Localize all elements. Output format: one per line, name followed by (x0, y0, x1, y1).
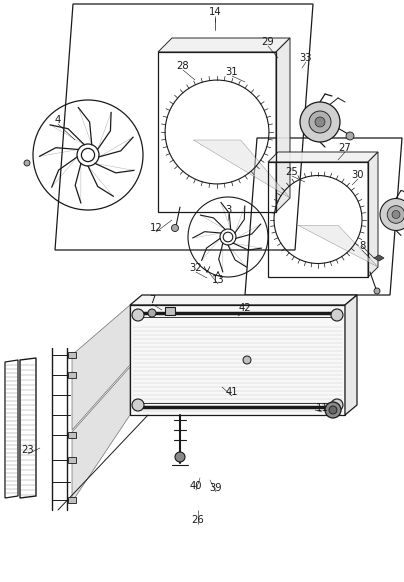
Circle shape (325, 402, 341, 418)
Text: 14: 14 (209, 7, 221, 17)
Circle shape (309, 111, 331, 133)
Circle shape (329, 406, 337, 414)
Text: 28: 28 (177, 61, 189, 71)
Polygon shape (268, 152, 378, 162)
Text: 25: 25 (286, 167, 299, 177)
Circle shape (243, 356, 251, 364)
Circle shape (374, 288, 380, 294)
Bar (68, 352, 76, 358)
Circle shape (132, 399, 144, 411)
Text: 3: 3 (225, 205, 231, 215)
Circle shape (132, 309, 144, 321)
Polygon shape (374, 255, 384, 261)
Text: 41: 41 (226, 387, 238, 397)
Text: 7: 7 (149, 295, 155, 305)
Text: 31: 31 (226, 67, 238, 77)
Circle shape (172, 225, 179, 232)
Polygon shape (194, 140, 290, 198)
Text: 4: 4 (55, 115, 61, 125)
Text: 30: 30 (352, 170, 364, 180)
Text: 12: 12 (149, 223, 162, 233)
Circle shape (24, 160, 30, 166)
Circle shape (81, 148, 95, 162)
Text: 26: 26 (191, 515, 204, 525)
Bar (68, 432, 76, 438)
Text: 32: 32 (190, 263, 202, 273)
Circle shape (300, 102, 340, 142)
Polygon shape (345, 295, 357, 415)
Circle shape (175, 452, 185, 462)
Text: 42: 42 (239, 303, 251, 313)
Circle shape (315, 117, 325, 127)
Text: 23: 23 (22, 445, 34, 455)
Circle shape (380, 198, 404, 230)
Circle shape (331, 399, 343, 411)
Polygon shape (130, 295, 357, 305)
Circle shape (387, 205, 404, 223)
Text: 29: 29 (262, 37, 274, 47)
Circle shape (331, 309, 343, 321)
Text: 39: 39 (210, 483, 222, 493)
Polygon shape (130, 305, 345, 415)
Polygon shape (298, 225, 378, 267)
Bar (68, 497, 76, 503)
Bar (165, 307, 175, 315)
Text: 8: 8 (359, 241, 365, 251)
Polygon shape (368, 152, 378, 277)
Text: 27: 27 (339, 143, 351, 153)
Polygon shape (276, 38, 290, 212)
Text: 13: 13 (212, 275, 224, 285)
Circle shape (148, 309, 156, 317)
Bar (68, 372, 76, 378)
Text: 40: 40 (190, 481, 202, 491)
Text: 33: 33 (300, 53, 312, 63)
Polygon shape (72, 305, 130, 430)
Bar (68, 457, 76, 463)
Polygon shape (158, 38, 290, 52)
Circle shape (392, 211, 400, 218)
Polygon shape (72, 367, 130, 502)
Circle shape (223, 232, 233, 242)
Text: 11: 11 (316, 403, 328, 413)
Circle shape (346, 132, 354, 140)
